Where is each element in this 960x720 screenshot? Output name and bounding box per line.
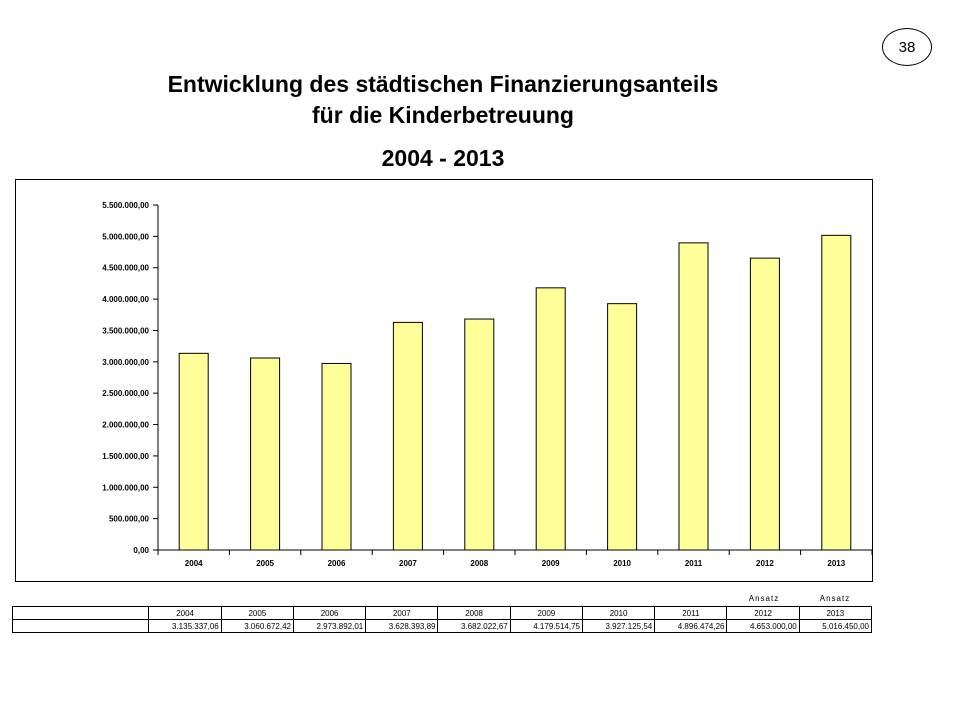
x-tick-label: 2008 xyxy=(470,559,488,568)
bar-2013 xyxy=(821,234,852,551)
table-value-cell: 4.896.474,26 xyxy=(654,619,728,633)
table-header-row: 2004 2005 2006 2007 2008 2009 2010 2011 … xyxy=(11,606,873,620)
x-tick-label: 2005 xyxy=(256,559,274,568)
x-tick-label: 2011 xyxy=(685,559,703,568)
y-tick-label: 0,00 xyxy=(133,546,149,555)
chart-area: 0,00 500.000,00 1.000.000,00 1.500.000,00 2.… xyxy=(15,179,873,582)
ansatz-label-2012: Ansatz xyxy=(748,594,780,603)
x-tick-label: 2010 xyxy=(613,559,631,568)
table-year-cell: 2004 xyxy=(148,606,222,620)
table-row-label-empty-cell xyxy=(11,619,150,633)
x-tick-label: 2012 xyxy=(756,559,774,568)
bar-2010 xyxy=(607,303,638,551)
table-year-cell: 2012 xyxy=(726,606,800,620)
page-number-badge: 38 xyxy=(882,28,932,66)
y-tick-label: 1.000.000,00 xyxy=(102,483,149,492)
x-tick-label: 2009 xyxy=(542,559,560,568)
table-value-row: 3.135.337,06 3.060.672,42 2.973.892,01 3… xyxy=(11,619,873,633)
y-tick-label: 4.000.000,00 xyxy=(102,295,149,304)
table-year-cell: 2011 xyxy=(654,606,728,620)
bar-2008 xyxy=(464,318,495,551)
table-value-cell: 2.973.892,01 xyxy=(292,619,367,633)
table-year-cell: 2005 xyxy=(220,606,294,620)
table-value-cell: 3.927.125,54 xyxy=(581,619,656,633)
chart-title-line1: Entwicklung des städtischen Finanzierung… xyxy=(167,71,719,97)
x-tick-label: 2004 xyxy=(185,559,203,568)
y-tick-label: 2.000.000,00 xyxy=(102,421,149,430)
bar-2005 xyxy=(250,357,281,551)
y-tick-label: 5.000.000,00 xyxy=(102,232,149,241)
x-tick-label: 2013 xyxy=(827,559,845,568)
table-year-cell: 2008 xyxy=(437,606,511,620)
x-tick-label: 2006 xyxy=(328,559,346,568)
table-year-cell: 2010 xyxy=(581,606,656,620)
bar-chart: 0,00 500.000,00 1.000.000,00 1.500.000,00 2.… xyxy=(102,201,872,568)
table-value-cell: 5.016.450,00 xyxy=(798,619,873,633)
y-tick-label: 3.000.000,00 xyxy=(102,358,149,367)
table-year-cell: 2006 xyxy=(292,606,367,620)
y-tick-label: 500.000,00 xyxy=(109,515,150,524)
table-year-cell: 2009 xyxy=(509,606,583,620)
y-tick-label: 1.500.000,00 xyxy=(102,452,149,461)
bar-2012 xyxy=(749,257,780,551)
bar-2009 xyxy=(535,287,566,551)
table-year-cell: 2013 xyxy=(798,606,873,620)
table-value-cell: 3.060.672,42 xyxy=(220,619,294,633)
table-header-empty-cell xyxy=(11,606,150,620)
table-year-cell: 2007 xyxy=(365,606,439,620)
ansatz-label-2013: Ansatz xyxy=(819,594,851,603)
y-tick-label: 2.500.000,00 xyxy=(102,389,149,398)
table-value-cell: 3.628.393,89 xyxy=(365,619,439,633)
x-tick-label: 2007 xyxy=(399,559,417,568)
table-value-cell: 3.135.337,06 xyxy=(148,619,222,633)
bar-2006 xyxy=(321,362,352,551)
y-tick-label: 4.500.000,00 xyxy=(102,264,149,273)
chart-title-years: 2004 - 2013 xyxy=(381,145,505,171)
data-table: 2004 2005 2006 2007 2008 2009 2010 2011 … xyxy=(11,606,873,633)
bar-2007 xyxy=(392,321,423,551)
table-value-cell: 4.179.514,75 xyxy=(509,619,583,633)
table-value-cell: 4.653.000,00 xyxy=(726,619,800,633)
y-tick-label: 5.500.000,00 xyxy=(102,201,149,210)
bar-2011 xyxy=(678,242,709,551)
page-number: 38 xyxy=(898,38,916,56)
y-tick-label: 3.500.000,00 xyxy=(102,326,149,335)
bar-2004 xyxy=(178,352,209,551)
table-value-cell: 3.682.022,67 xyxy=(437,619,511,633)
chart-title-line2: für die Kinderbetreuung xyxy=(312,102,574,128)
